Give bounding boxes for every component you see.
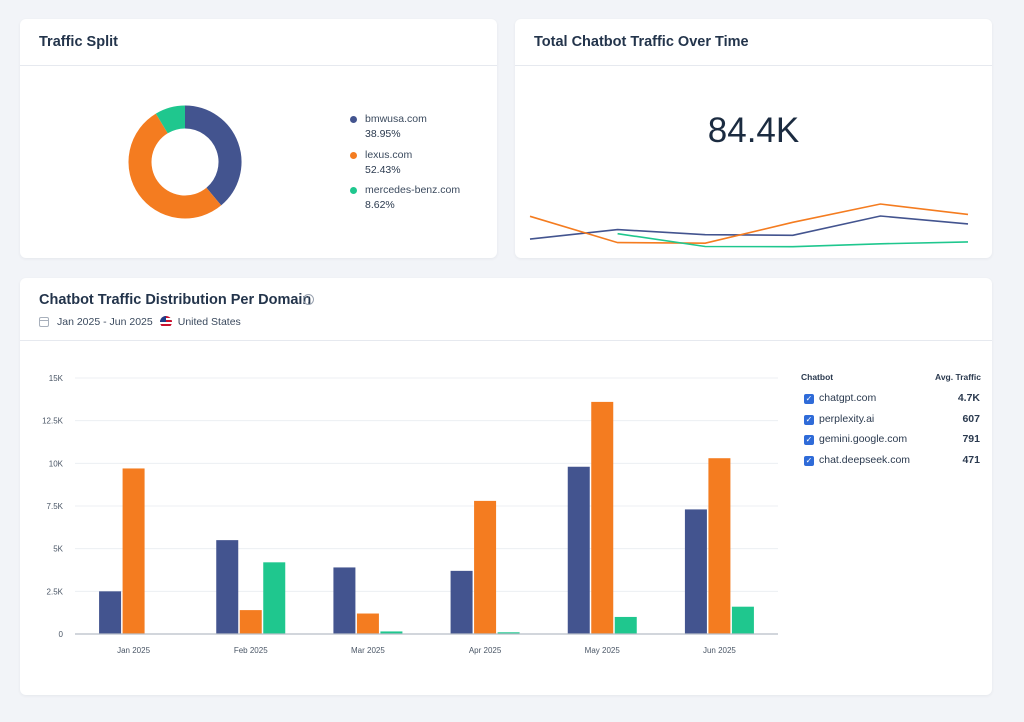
total-traffic-value: 84.4K bbox=[707, 111, 800, 150]
bar[interactable] bbox=[614, 616, 637, 634]
checkbox-checked[interactable]: ✓ bbox=[804, 394, 814, 404]
bar[interactable] bbox=[497, 632, 520, 634]
y-tick-label: 15K bbox=[49, 374, 64, 383]
y-tick-label: 0 bbox=[59, 630, 64, 639]
bar[interactable] bbox=[708, 458, 731, 634]
us-flag-icon bbox=[159, 316, 172, 328]
series-line bbox=[529, 215, 969, 240]
card-title: Chatbot Traffic Distribution Per Domain bbox=[39, 292, 312, 308]
table-row[interactable]: ✓ gemini.google.com 791 bbox=[804, 433, 980, 447]
y-tick-label: 10K bbox=[49, 459, 64, 468]
card-header: Chatbot Traffic Distribution Per Domain … bbox=[20, 278, 992, 341]
x-tick-label: Feb 2025 bbox=[234, 646, 268, 655]
chatbot-name: perplexity.ai bbox=[819, 413, 875, 425]
avg-traffic-value: 4.7K bbox=[957, 392, 980, 404]
traffic-sparkline-chart bbox=[529, 203, 969, 248]
checkbox-checked[interactable]: ✓ bbox=[804, 435, 814, 445]
legend-dot bbox=[350, 116, 357, 123]
donut-slice[interactable] bbox=[184, 105, 242, 206]
series-line bbox=[617, 232, 969, 248]
legend-name: mercedes-benz.com bbox=[365, 184, 461, 196]
legend-dot bbox=[350, 187, 357, 194]
x-tick-label: Mar 2025 bbox=[351, 646, 385, 655]
card-title: Traffic Split bbox=[39, 34, 118, 50]
bar[interactable] bbox=[356, 613, 379, 634]
bar[interactable] bbox=[591, 401, 614, 634]
x-tick-label: Jun 2025 bbox=[703, 646, 736, 655]
bar[interactable] bbox=[731, 606, 754, 634]
y-tick-label: 12.5K bbox=[42, 417, 64, 426]
bar[interactable] bbox=[450, 570, 473, 634]
avg-traffic-value: 607 bbox=[962, 413, 980, 425]
bar[interactable] bbox=[99, 591, 122, 634]
chatbot-name: gemini.google.com bbox=[819, 433, 908, 445]
country-label[interactable]: United States bbox=[177, 316, 241, 328]
y-tick-label: 7.5K bbox=[47, 502, 64, 511]
card-header: Traffic Split bbox=[20, 19, 497, 66]
legend-name: lexus.com bbox=[365, 149, 413, 161]
checkbox-checked[interactable]: ✓ bbox=[804, 456, 814, 466]
bar[interactable] bbox=[684, 509, 707, 634]
avg-traffic-value: 791 bbox=[962, 433, 980, 445]
table-row[interactable]: ✓ perplexity.ai 607 bbox=[804, 413, 980, 427]
y-tick-label: 2.5K bbox=[47, 587, 64, 596]
total-traffic-card: Total Chatbot Traffic Over Time 84.4K bbox=[515, 19, 992, 258]
legend-percent: 52.43% bbox=[365, 164, 401, 176]
bar[interactable] bbox=[333, 567, 356, 634]
distribution-card: Chatbot Traffic Distribution Per Domain … bbox=[20, 278, 992, 695]
bar[interactable] bbox=[216, 540, 239, 634]
donut-chart bbox=[128, 105, 242, 219]
column-header-avg-traffic: Avg. Traffic bbox=[935, 372, 981, 382]
x-tick-label: Jan 2025 bbox=[117, 646, 150, 655]
traffic-split-card: Traffic Split bmwusa.com 38.95% lexus.co… bbox=[20, 19, 497, 258]
card-title: Total Chatbot Traffic Over Time bbox=[534, 34, 749, 50]
x-tick-label: Apr 2025 bbox=[469, 646, 502, 655]
bar[interactable] bbox=[380, 631, 403, 634]
calendar-icon bbox=[39, 317, 49, 327]
chatbot-name: chat.deepseek.com bbox=[819, 454, 911, 466]
table-row[interactable]: ✓ chat.deepseek.com 471 bbox=[804, 454, 980, 468]
filter-row: Jan 2025 - Jun 2025 United States bbox=[39, 316, 241, 328]
bar[interactable] bbox=[239, 610, 262, 634]
date-range[interactable]: Jan 2025 - Jun 2025 bbox=[57, 316, 153, 328]
legend-dot bbox=[350, 152, 357, 159]
bar[interactable] bbox=[567, 466, 590, 634]
bar-chart: 0 2.5K 5K 7.5K 10K 12.5K 15K Jan 2025 Feb 2025 Ma… bbox=[42, 374, 778, 655]
bar[interactable] bbox=[263, 562, 286, 634]
x-tick-label: May 2025 bbox=[585, 646, 621, 655]
chatbot-name: chatgpt.com bbox=[819, 392, 877, 404]
legend-name: bmwusa.com bbox=[365, 113, 427, 125]
column-header-chatbot: Chatbot bbox=[801, 372, 834, 382]
card-header: Total Chatbot Traffic Over Time bbox=[515, 19, 992, 66]
donut-slice[interactable] bbox=[128, 113, 222, 219]
legend-percent: 38.95% bbox=[365, 128, 401, 140]
bar[interactable] bbox=[122, 468, 145, 634]
legend-percent: 8.62% bbox=[365, 199, 395, 211]
y-tick-label: 5K bbox=[53, 545, 63, 554]
series-line bbox=[529, 203, 969, 245]
avg-traffic-value: 471 bbox=[962, 454, 980, 466]
info-icon[interactable]: i bbox=[303, 294, 314, 305]
bar[interactable] bbox=[474, 500, 497, 634]
checkbox-checked[interactable]: ✓ bbox=[804, 415, 814, 425]
donut-slice[interactable] bbox=[155, 105, 186, 134]
table-row[interactable]: ✓ chatgpt.com 4.7K bbox=[804, 392, 980, 406]
